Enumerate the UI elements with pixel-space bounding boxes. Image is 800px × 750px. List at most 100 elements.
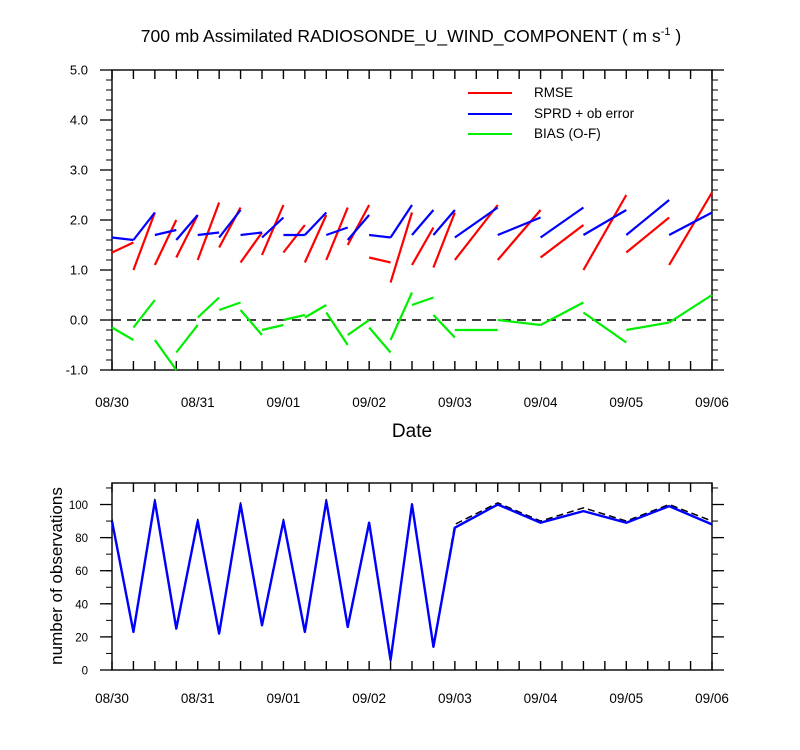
series-segment-sprd-ob-error xyxy=(197,231,220,237)
y-tick-label: 1.0 xyxy=(70,263,88,278)
series-segment-sprd-ob-error xyxy=(625,199,670,236)
top-ticks xyxy=(100,69,724,371)
series-segment-rmse xyxy=(453,204,499,261)
top-chart: -1.0 0.0 1.0 2.0 3.0 4.0 5.0 08/30 08/31 09/01 09… xyxy=(66,63,729,443)
series-segment-bias-o-f xyxy=(283,313,306,322)
series-segment-rmse xyxy=(132,212,156,271)
series-segment-rmse xyxy=(153,219,178,266)
x-tick-label: 09/01 xyxy=(267,395,301,410)
x-tick-label: 09/02 xyxy=(352,691,386,706)
series-segment-bias-o-f xyxy=(368,326,392,354)
series-segment-rmse xyxy=(239,231,263,264)
series-segment-sprd-ob-error xyxy=(325,226,349,237)
x-tick-label: 09/04 xyxy=(524,395,558,410)
series-segment-rmse xyxy=(303,214,328,263)
x-tick-label: 09/05 xyxy=(609,395,643,410)
series-segment-bias-o-f xyxy=(325,311,349,346)
series-segment-sprd-ob-error xyxy=(346,214,370,241)
series-segment-bias-o-f xyxy=(153,339,178,371)
x-tick-label: 08/31 xyxy=(181,395,215,410)
series-segment-rmse xyxy=(196,202,221,261)
bottom-xtick-labels: 08/30 08/31 09/01 09/02 09/03 09/04 09/05 09/06 xyxy=(95,691,729,706)
series-segment-rmse xyxy=(582,194,628,271)
bottom-ytick-labels: 0 20 40 60 80 100 xyxy=(69,500,88,677)
series-segment-bias-o-f xyxy=(389,292,414,341)
x-tick-label: 08/30 xyxy=(95,395,129,410)
y-tick-label: 3.0 xyxy=(70,163,88,178)
series-segment-sprd-ob-error xyxy=(175,214,199,241)
top-ytick-labels: -1.0 0.0 1.0 2.0 3.0 4.0 5.0 xyxy=(66,63,88,378)
series-segment-bias-o-f xyxy=(218,301,241,312)
x-tick-label: 09/02 xyxy=(352,395,386,410)
series-segment-rmse xyxy=(175,214,199,258)
series-segment-sprd-ob-error xyxy=(668,211,713,236)
series-segment-sprd-ob-error xyxy=(539,206,585,239)
series-segment-sprd-ob-error xyxy=(411,209,435,236)
series-segment-rmse xyxy=(111,241,134,254)
x-tick-label: 09/04 xyxy=(524,691,558,706)
y-tick-label: 100 xyxy=(69,500,88,512)
series-segment-bias-o-f xyxy=(239,309,263,336)
series-segment-bias-o-f xyxy=(196,296,220,319)
series-segment-sprd-ob-error xyxy=(132,211,156,241)
legend-label-rmse: RMSE xyxy=(534,85,573,100)
series-segment-bias-o-f xyxy=(411,296,434,307)
y-tick-label: 0.0 xyxy=(70,313,88,328)
series-segment-rmse xyxy=(625,216,670,254)
legend: RMSE SPRD + ob error BIAS (O-F) xyxy=(468,85,635,141)
series-segment-rmse xyxy=(539,224,585,259)
series-segment-sprd-ob-error xyxy=(111,236,134,242)
top-xtick-labels: 08/30 08/31 09/01 09/02 09/03 09/04 09/05 09/06 xyxy=(95,395,729,410)
x-tick-label: 08/30 xyxy=(95,691,129,706)
series-segment-rmse xyxy=(389,212,414,283)
series-segment-rmse xyxy=(432,212,456,268)
series-segment-rmse xyxy=(411,226,435,266)
obs-series-possible xyxy=(111,498,713,660)
y-axis-label-observations: number of observations xyxy=(47,487,66,665)
chart-title-suffix: ) xyxy=(671,26,682,46)
series-segment-rmse xyxy=(668,191,713,266)
y-tick-label: 0 xyxy=(82,666,88,678)
series-segment-sprd-ob-error xyxy=(369,233,391,239)
series-segment-bias-o-f xyxy=(347,319,370,336)
series-segment-bias-o-f xyxy=(540,301,584,326)
obs-series-used xyxy=(110,500,713,662)
series-segment-sprd-ob-error xyxy=(218,209,242,239)
series-segment-bias-o-f xyxy=(432,314,456,339)
series-segment-bias-o-f xyxy=(132,299,156,329)
x-tick-label: 09/06 xyxy=(695,395,729,410)
series-segment-sprd-ob-error xyxy=(261,216,285,239)
x-tick-label: 09/01 xyxy=(267,691,301,706)
legend-label-sprd: SPRD + ob error xyxy=(534,106,635,121)
series-segment-bias-o-f xyxy=(175,324,199,354)
legend-label-bias: BIAS (O-F) xyxy=(534,126,601,141)
y-tick-label: 5.0 xyxy=(70,63,88,78)
series-segment-rmse xyxy=(496,209,542,261)
series-segment-sprd-ob-error xyxy=(454,206,499,239)
chart-title: 700 mb Assimilated RADIOSONDE_U_WIND_COM… xyxy=(141,26,681,47)
top-series xyxy=(111,191,713,371)
series-segment-bias-o-f xyxy=(582,311,627,344)
bottom-series xyxy=(110,498,713,662)
series-sprd-ob-error xyxy=(111,199,713,242)
x-tick-label: 09/03 xyxy=(438,395,472,410)
y-tick-label: 40 xyxy=(75,599,88,611)
y-tick-label: 20 xyxy=(75,632,88,644)
series-segment-sprd-ob-error xyxy=(154,228,177,237)
series-segment-sprd-ob-error xyxy=(497,216,541,237)
bottom-ticks xyxy=(100,483,724,671)
series-segment-bias-o-f xyxy=(304,304,327,319)
chart-title-superscript: -1 xyxy=(661,26,671,38)
series-segment-rmse xyxy=(325,207,349,261)
y-tick-label: 60 xyxy=(75,566,88,578)
series-segment-rmse xyxy=(368,256,391,264)
series-segment-sprd-ob-error xyxy=(432,209,456,236)
series-segment-bias-o-f xyxy=(111,326,134,341)
series-segment-sprd-ob-error xyxy=(389,204,413,239)
series-bias-o-f xyxy=(111,292,713,371)
series-segment-sprd-ob-error xyxy=(582,209,627,236)
y-tick-label: 2.0 xyxy=(70,213,88,228)
series-segment-sprd-ob-error xyxy=(240,231,263,237)
y-tick-label: 80 xyxy=(75,533,88,545)
